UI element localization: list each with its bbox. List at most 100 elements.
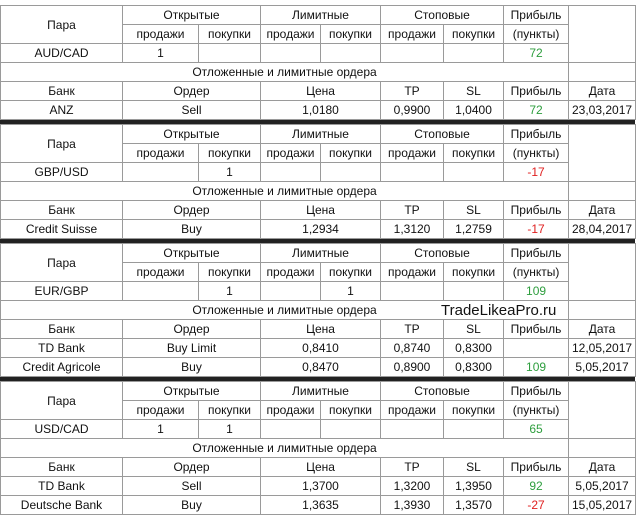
position-cell — [443, 419, 505, 439]
position-cell — [260, 43, 321, 63]
order-cell: 5,05,2017 — [568, 357, 637, 377]
header-cell: Цена — [259, 200, 382, 220]
header-cell: TP — [380, 81, 445, 101]
order-cell: 1,3950 — [443, 476, 505, 496]
profit-cell: 109 — [503, 357, 570, 377]
side-header: продажи — [260, 24, 321, 44]
header-cell: Прибыль — [503, 200, 570, 220]
order-cell: Credit Agricole — [0, 357, 123, 377]
order-cell: 5,05,2017 — [568, 476, 637, 496]
position-cell: 1 — [122, 419, 199, 439]
position-cell — [380, 419, 445, 439]
header-cell: SL — [443, 200, 505, 220]
header-row: Пара Открытые Лимитные Стоповые Прибыль — [0, 381, 637, 439]
header-cell: Ордер — [122, 457, 261, 477]
block-body: Пара Открытые Лимитные Стоповые Прибыль прода… — [0, 124, 637, 239]
header-cell: Дата — [568, 200, 637, 220]
order-cell: 1,0400 — [443, 100, 505, 120]
header-cell: Ордер — [122, 81, 261, 101]
header-cell: Лимитные — [259, 243, 382, 263]
header-cell: Банк — [0, 81, 123, 101]
header-cell: (пункты) — [503, 262, 570, 282]
header-cell: Пара — [0, 381, 123, 420]
order-cell: TD Bank — [0, 476, 123, 496]
order-cell: Buy Limit — [122, 338, 261, 358]
header-cell: Открытые — [122, 243, 261, 263]
header-cell: Прибыль — [503, 319, 570, 339]
subheader-row: продажи покупки продажи покупки продажи покуп… — [1, 24, 636, 44]
order-row: Deutsche Bank Buy 1,3635 1,3930 1,3570 -27 15,… — [0, 495, 637, 515]
header-cell: Прибыль — [503, 81, 570, 101]
header-cell: Пара — [0, 5, 123, 44]
side-header: покупки — [443, 24, 505, 44]
header-cell: Стоповые — [380, 381, 505, 401]
order-cell: 28,04,2017 — [568, 219, 637, 239]
orders-title-row: Отложенные и лимитные ордера — [0, 181, 637, 201]
header-cell: SL — [443, 319, 505, 339]
position-cell: 1 — [319, 281, 382, 301]
position-cell — [122, 281, 199, 301]
profit-cell: 65 — [503, 419, 570, 439]
pair-name: GBP/USD — [0, 162, 123, 182]
order-cell: Sell — [122, 100, 261, 120]
header-row: Пара Открытые Лимитные Стоповые Прибыль — [0, 243, 637, 301]
profit-cell: -27 — [503, 495, 570, 515]
header-row: Пара Открытые Лимитные Стоповые Прибыль — [0, 124, 637, 182]
order-cell: 1,2759 — [443, 219, 505, 239]
pair-row: USD/CAD 1 1 65 — [0, 419, 636, 439]
side-header: покупки — [198, 24, 261, 44]
header-cell: Прибыль — [503, 243, 570, 263]
position-cell — [260, 419, 321, 439]
position-cell — [198, 43, 261, 63]
order-cell: 0,9900 — [380, 100, 445, 120]
order-cell: Buy — [122, 357, 261, 377]
position-cell: 1 — [198, 419, 261, 439]
header-cell: Стоповые — [380, 124, 505, 144]
header-cell: (пункты) — [503, 24, 570, 44]
header-cell: Открытые — [122, 381, 261, 401]
header-cell: Пара — [0, 243, 123, 282]
position-cell: 1 — [198, 281, 261, 301]
header-cell: Банк — [0, 457, 123, 477]
side-header: продажи — [260, 400, 321, 420]
header-cell: Ордер — [122, 319, 261, 339]
header-cell: Банк — [0, 200, 123, 220]
orders-title: Отложенные и лимитные ордера — [0, 181, 570, 201]
blank-cell — [568, 300, 637, 320]
order-cell: 1,3635 — [259, 495, 382, 515]
block-body: Пара Открытые Лимитные Стоповые Прибыль прода… — [0, 5, 637, 120]
subheader-row: продажи покупки продажи покупки продажи покуп… — [1, 143, 636, 163]
side-header: покупки — [443, 262, 505, 282]
header-cell: Цена — [259, 319, 382, 339]
side-header: продажи — [380, 24, 445, 44]
order-cell: 1,3570 — [443, 495, 505, 515]
order-cell: Deutsche Bank — [0, 495, 123, 515]
blank-cell — [568, 181, 637, 201]
order-cell: 0,8410 — [259, 338, 382, 358]
order-cell: Credit Suisse — [0, 219, 123, 239]
order-cell: 1,3120 — [380, 219, 445, 239]
order-cell: 23,03,2017 — [568, 100, 637, 120]
pair-row: GBP/USD 1 -17 — [0, 162, 636, 182]
side-header: продажи — [260, 143, 321, 163]
pair-block: Пара Открытые Лимитные Стоповые Прибыль прода… — [0, 124, 637, 239]
side-header: продажи — [122, 143, 199, 163]
orders-title-row: Отложенные и лимитные ордера — [0, 438, 637, 458]
header-cell: Лимитные — [259, 124, 382, 144]
order-cell: 1,3700 — [259, 476, 382, 496]
blank-cell — [568, 243, 637, 301]
pair-row: AUD/CAD 1 72 — [0, 43, 636, 63]
subheader-row: продажи покупки продажи покупки продажи покуп… — [1, 400, 636, 420]
header-cell: TP — [380, 457, 445, 477]
header-cell: Стоповые — [380, 5, 505, 25]
orders-header-row: Банк Ордер Цена TP SL Прибыль Дата — [0, 200, 637, 220]
pair-block: Пара Открытые Лимитные Стоповые Прибыль прода… — [0, 381, 637, 515]
block-separator — [0, 239, 635, 243]
order-cell: Sell — [122, 476, 261, 496]
header-cell: Ордер — [122, 200, 261, 220]
side-header: продажи — [260, 262, 321, 282]
position-cell — [443, 281, 505, 301]
side-header: продажи — [380, 262, 445, 282]
header-cell: Дата — [568, 81, 637, 101]
profit-cell: 72 — [503, 43, 570, 63]
